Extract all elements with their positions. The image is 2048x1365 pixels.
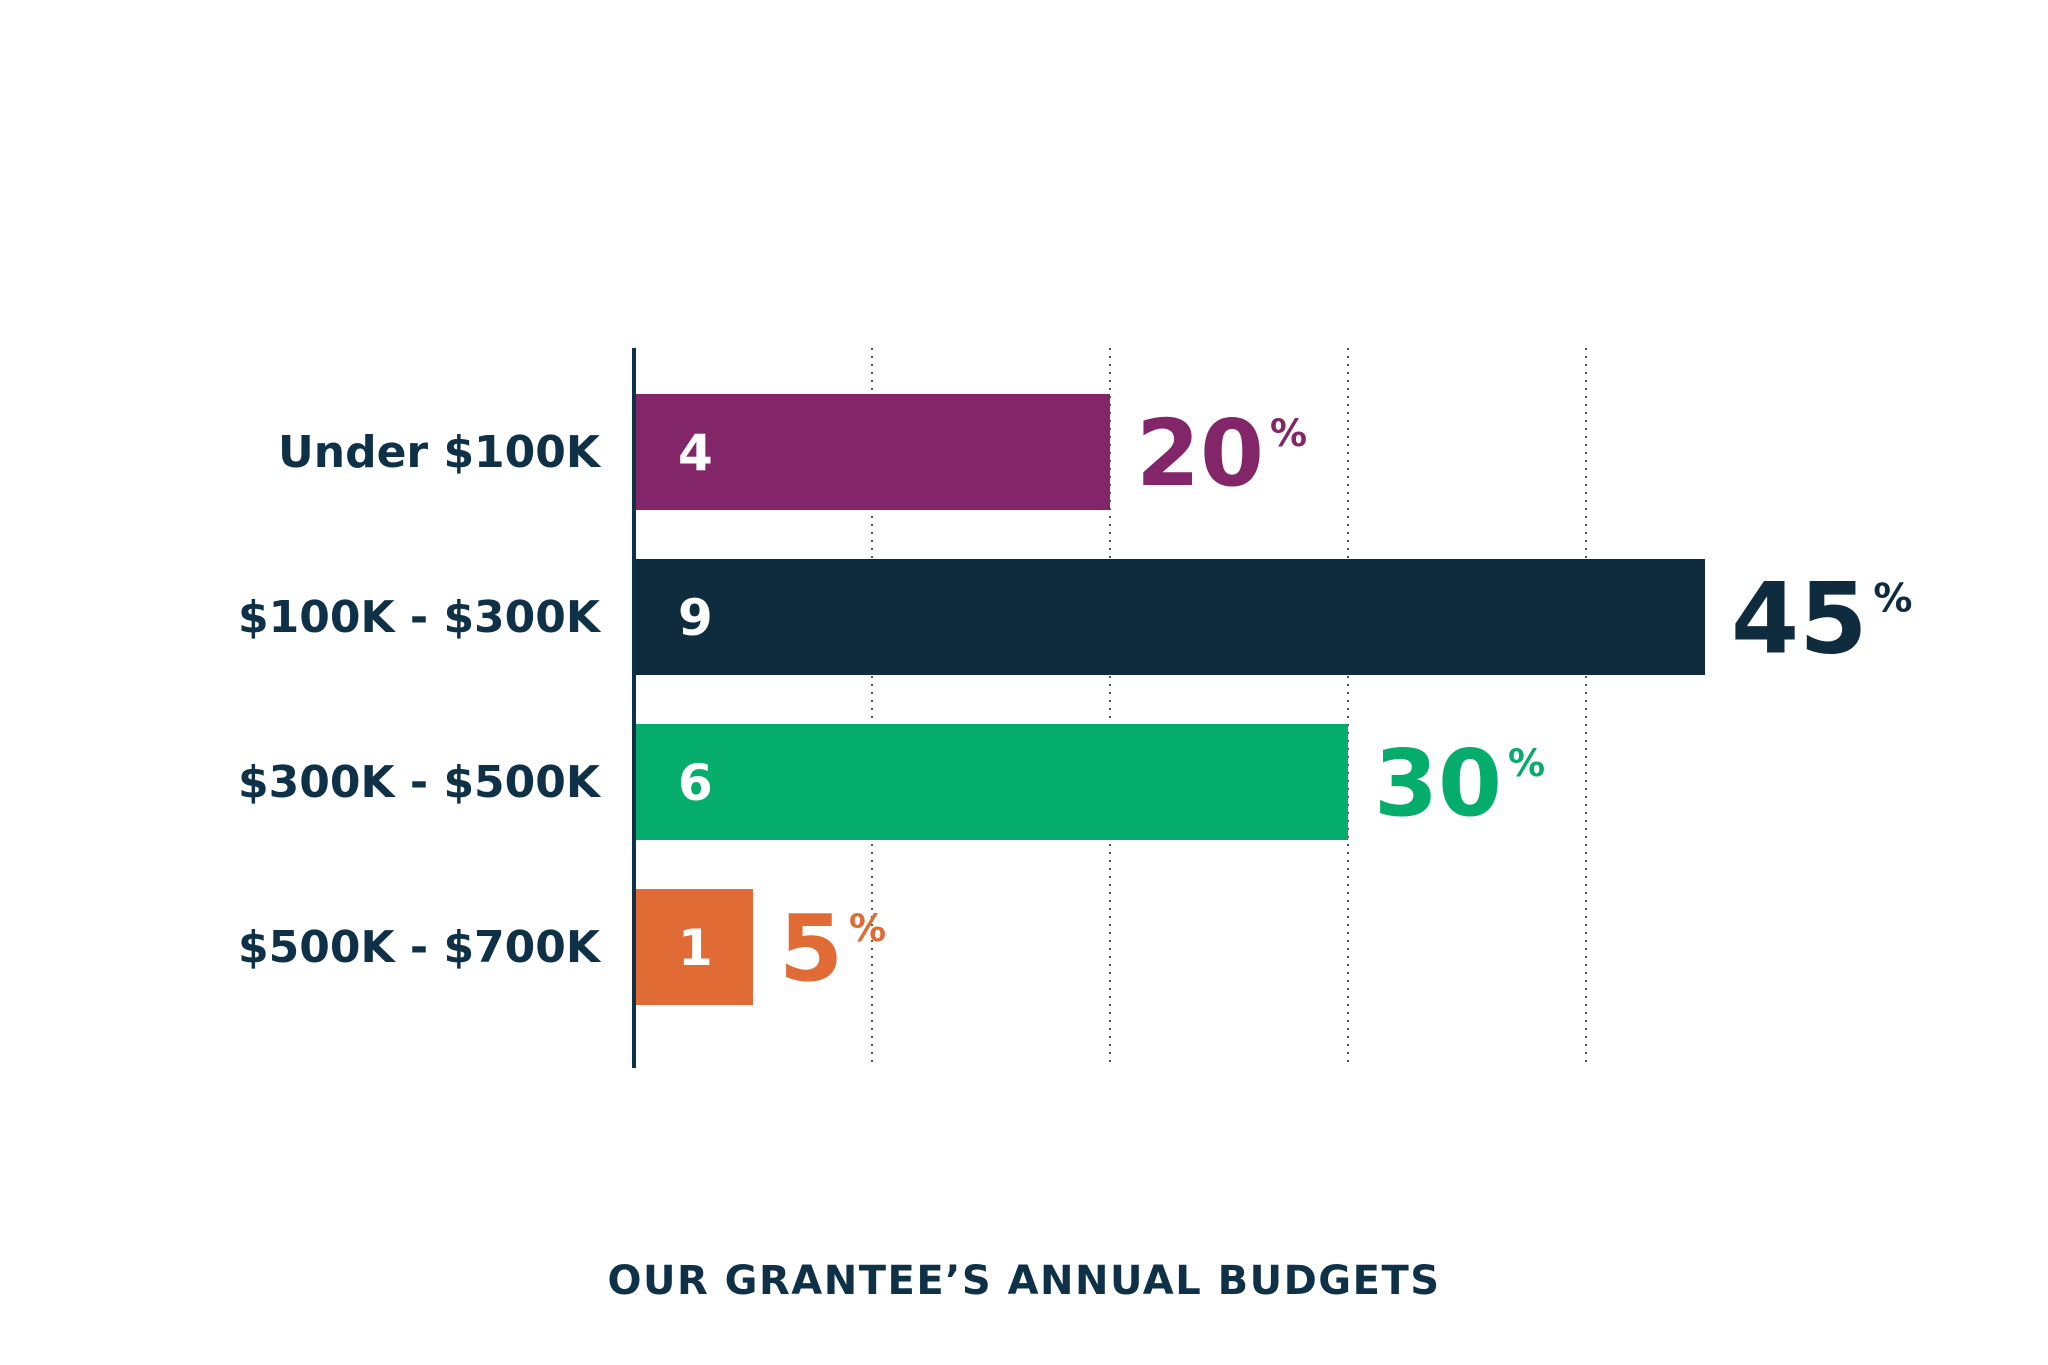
percent-value: 30 [1374,730,1502,837]
bar-value-label: 1 [678,919,713,977]
chart-title: OUR GRANTEE’S ANNUAL BUDGETS [607,1258,1441,1304]
bar [636,394,1110,510]
category-label: $300K - $500K [238,757,602,808]
bar [636,889,753,1005]
percent-value: 5 [779,895,843,1002]
percent-label: 5% [779,895,886,1002]
percent-value: 45 [1731,562,1867,676]
percent-label: 45% [1731,562,1912,676]
percent-sign: % [849,907,886,950]
percent-sign: % [1873,576,1912,621]
category-label: Under $100K [278,427,602,478]
percent-label: 30% [1374,730,1545,837]
bar-value-label: 6 [678,754,713,812]
percent-label: 20% [1136,400,1307,507]
bar-value-label: 9 [678,589,713,647]
percent-value: 20 [1136,400,1264,507]
bars: Under $100K 4 20 % $100K - $300K 9 45 % $300K - … [238,394,1912,1005]
bar-value-label: 4 [678,424,713,482]
percent-sign: % [1270,412,1307,455]
bar [636,559,1705,675]
percent-sign: % [1508,742,1545,785]
bar [636,724,1348,840]
category-label: $500K - $700K [238,922,602,973]
category-label: $100K - $300K [238,592,602,643]
